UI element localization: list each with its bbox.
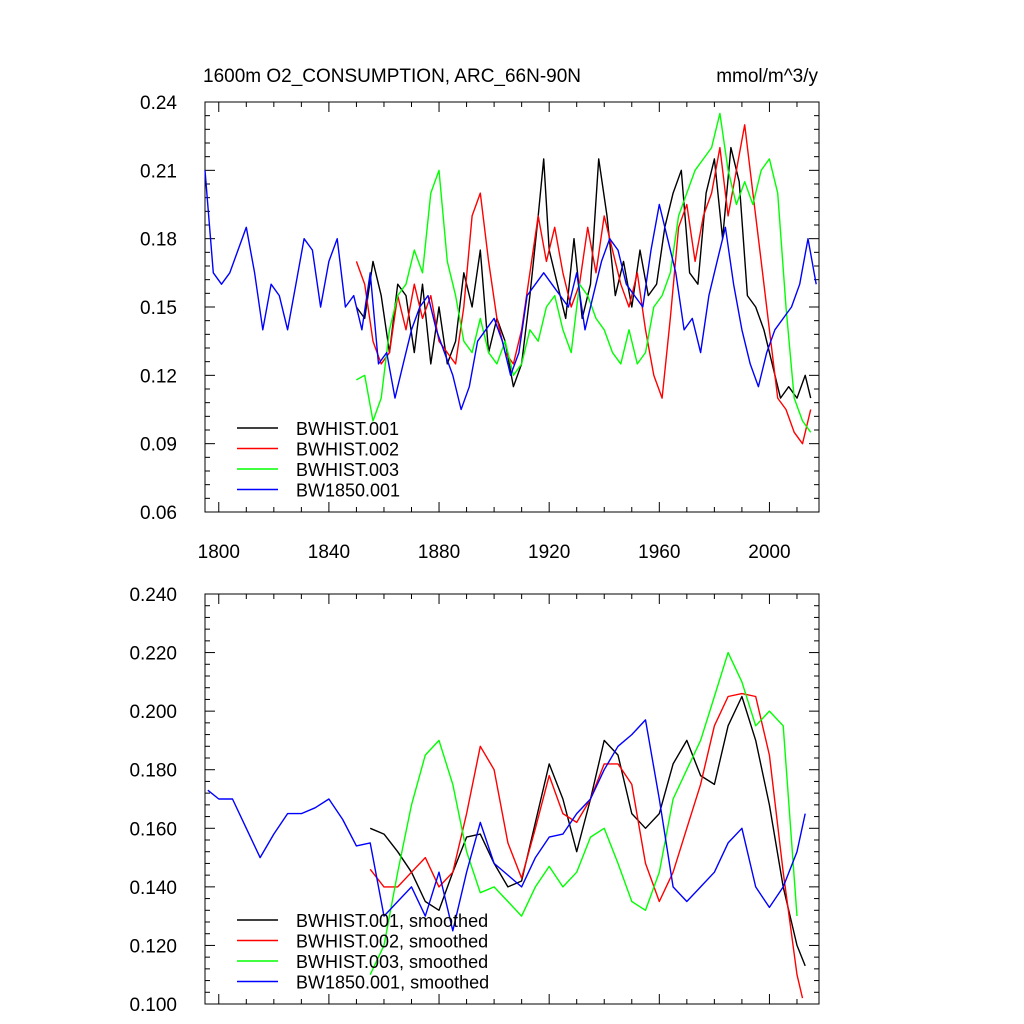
legend-label-3: BW1850.001, smoothed	[296, 973, 489, 993]
bottom-series-lines	[207, 651, 806, 999]
legend-label-0: BWHIST.001, smoothed	[296, 911, 488, 931]
top-panel: 1600m O2_CONSUMPTION, ARC_66N-90N mmol/m…	[140, 66, 820, 563]
x-tick-label: 1800	[198, 542, 240, 563]
series-line-2	[369, 651, 798, 975]
top-series-lines	[204, 112, 817, 445]
y-tick-label: 0.06	[140, 503, 177, 524]
y-tick-label: 0.200	[129, 702, 177, 723]
x-tick-label: 1840	[308, 542, 350, 563]
x-tick-label: 1920	[528, 542, 570, 563]
series-line-1	[355, 124, 812, 445]
y-tick-label: 0.24	[140, 93, 177, 114]
bottom-panel: 0.100 0.120 0.140 0.160 0.180 0.200 0.220 0.240…	[129, 585, 820, 1016]
series-line-0	[355, 146, 812, 399]
legend-label-2: BWHIST.003, smoothed	[296, 952, 488, 972]
y-tick-label: 0.18	[140, 230, 177, 251]
legend-label-1: BWHIST.002	[296, 440, 399, 460]
series-line-3	[207, 719, 806, 932]
y-tick-label: 0.160	[129, 819, 177, 840]
y-tick-label: 0.100	[129, 995, 177, 1016]
legend-label-2: BWHIST.003	[296, 460, 399, 480]
bottom-plot-frame	[204, 593, 820, 1005]
x-tick-label: 1880	[418, 542, 460, 563]
top-title: 1600m O2_CONSUMPTION, ARC_66N-90N	[203, 66, 581, 87]
y-tick-label: 0.240	[129, 585, 177, 606]
x-tick-label: 1960	[638, 542, 680, 563]
y-tick-label: 0.09	[140, 435, 177, 456]
top-units: mmol/m^3/y	[716, 66, 818, 87]
top-x-tick-labels: 1800 1840 1880 1920 1960 2000	[198, 542, 791, 563]
series-line-3	[204, 170, 817, 411]
top-ticks	[205, 101, 819, 513]
bottom-ticks	[205, 593, 819, 1005]
y-tick-label: 0.180	[129, 761, 177, 782]
x-tick-label: 2000	[748, 542, 790, 563]
legend-label-3: BW1850.001	[296, 481, 400, 501]
y-tick-label: 0.12	[140, 366, 177, 387]
y-tick-label: 0.120	[129, 936, 177, 957]
top-y-tick-labels: 0.06 0.09 0.12 0.15 0.18 0.21 0.24	[140, 93, 177, 524]
y-tick-label: 0.21	[140, 161, 177, 182]
legend-label-0: BWHIST.001	[296, 419, 399, 439]
series-line-2	[356, 112, 812, 433]
y-tick-label: 0.15	[140, 298, 177, 319]
legend-label-1: BWHIST.002, smoothed	[296, 932, 488, 952]
bottom-y-tick-labels: 0.100 0.120 0.140 0.160 0.180 0.200 0.220 0.240	[129, 585, 177, 1016]
y-tick-label: 0.220	[129, 644, 177, 665]
y-tick-label: 0.140	[129, 878, 177, 899]
